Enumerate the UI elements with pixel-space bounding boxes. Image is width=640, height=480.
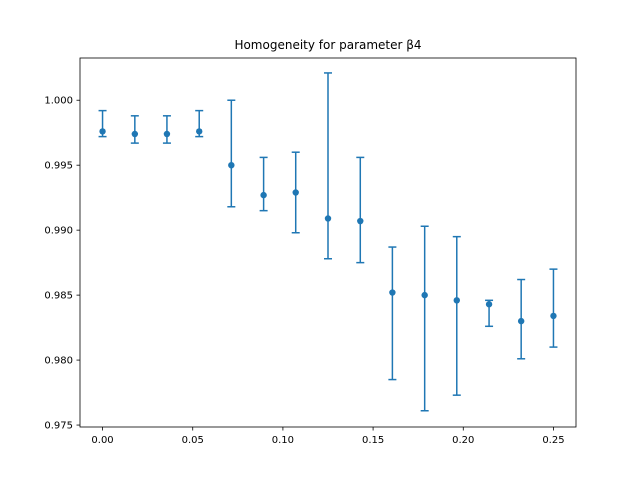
data-point [99, 128, 106, 135]
y-tick-label: 0.975 [44, 421, 73, 432]
x-tick-label: 0.05 [182, 435, 204, 446]
y-tick-label: 1.000 [44, 96, 73, 107]
plot-area [98, 72, 558, 412]
data-point [517, 317, 525, 325]
data-point [389, 289, 396, 296]
data-point [421, 291, 428, 299]
data-point [292, 189, 299, 196]
data-point [324, 215, 332, 222]
series-0 [98, 72, 558, 412]
data-point [131, 130, 139, 138]
axes: 0.00 0.05 0.10 0.15 0.20 0.25 0.975 0.980 0.985 0… [44, 57, 577, 446]
data-point [357, 217, 364, 225]
y-tick-label: 0.990 [44, 226, 73, 237]
y-tick-label: 0.985 [44, 291, 73, 302]
x-tick-label: 0.20 [452, 435, 474, 446]
data-point [163, 130, 171, 138]
data-point [485, 301, 493, 308]
y-tick-label: 0.995 [44, 161, 73, 172]
data-point [550, 312, 557, 320]
data-point [453, 297, 460, 304]
data-point [196, 128, 203, 135]
y-tick-label: 0.980 [44, 356, 73, 367]
x-tick-label: 0.00 [91, 435, 113, 446]
axes-frame [79, 57, 577, 428]
chart-title: Homogeneity for parameter β4 [234, 38, 421, 52]
data-point [228, 161, 235, 169]
x-tick-label: 0.10 [272, 435, 294, 446]
data-point [260, 191, 267, 199]
x-tick-label: 0.15 [362, 435, 384, 446]
x-tick-label: 0.25 [542, 435, 564, 446]
